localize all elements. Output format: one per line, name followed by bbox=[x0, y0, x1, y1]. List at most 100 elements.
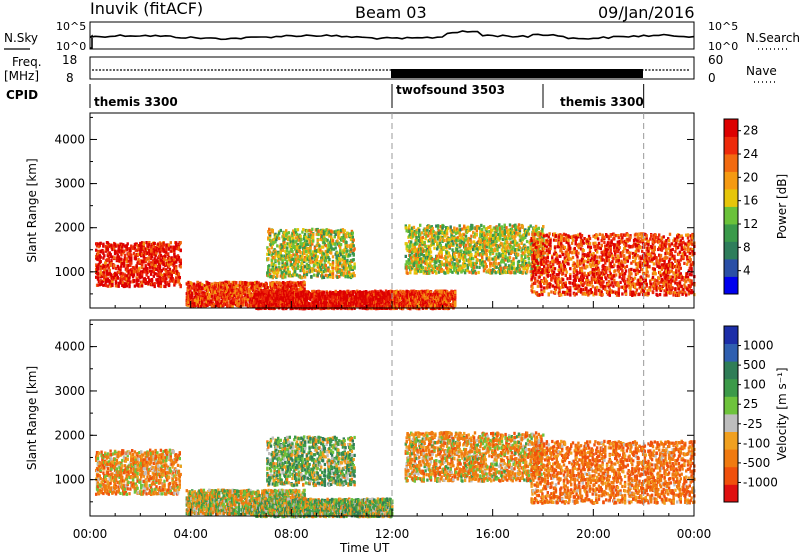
data-cell bbox=[353, 247, 355, 250]
data-cell bbox=[284, 275, 286, 278]
data-cell bbox=[102, 245, 104, 248]
freq-panel: Freq. [MHz] 18 8 60 0 Nave bbox=[4, 53, 778, 85]
data-cell bbox=[154, 285, 156, 288]
data-cell bbox=[281, 254, 283, 257]
cpid-segment-label: themis 3300 bbox=[94, 95, 178, 109]
data-cell bbox=[123, 265, 125, 268]
data-cell bbox=[108, 258, 110, 261]
data-cell bbox=[201, 283, 203, 286]
data-cell bbox=[271, 246, 273, 249]
data-cell bbox=[353, 244, 355, 247]
data-cell bbox=[309, 249, 311, 252]
data-cell bbox=[312, 239, 314, 242]
data-cell bbox=[345, 241, 347, 244]
nsearch-label: N.Search bbox=[746, 31, 800, 45]
data-cell bbox=[106, 269, 108, 272]
data-cell bbox=[310, 275, 312, 278]
data-cell bbox=[100, 242, 102, 245]
data-cell bbox=[154, 254, 156, 257]
scatter-region bbox=[95, 241, 182, 288]
data-cell bbox=[180, 265, 182, 268]
data-cell bbox=[344, 257, 346, 260]
data-cell bbox=[303, 270, 305, 273]
data-cell bbox=[281, 249, 283, 252]
data-cell bbox=[294, 270, 296, 273]
data-cell bbox=[170, 241, 172, 244]
data-cell bbox=[332, 261, 334, 264]
data-cell bbox=[297, 263, 299, 266]
data-cell bbox=[289, 271, 291, 274]
data-cell bbox=[280, 229, 282, 232]
data-cell bbox=[340, 243, 342, 246]
data-cell bbox=[313, 274, 315, 277]
data-cell bbox=[303, 281, 305, 284]
data-cell bbox=[332, 255, 334, 258]
data-cell bbox=[274, 259, 276, 262]
data-cell bbox=[97, 268, 99, 271]
data-cell bbox=[123, 262, 125, 265]
data-cell bbox=[311, 228, 313, 231]
data-cell bbox=[344, 229, 346, 232]
data-cell bbox=[352, 236, 354, 239]
data-cell bbox=[124, 254, 126, 257]
data-cell bbox=[180, 241, 182, 244]
nsky-label: N.Sky bbox=[4, 31, 38, 45]
data-cell bbox=[110, 259, 112, 262]
data-cell bbox=[349, 254, 351, 257]
data-cell bbox=[109, 269, 111, 272]
data-cell bbox=[339, 249, 341, 252]
noise-sky-trace bbox=[90, 31, 694, 48]
data-cell bbox=[269, 251, 271, 254]
data-cell bbox=[100, 260, 102, 263]
data-cell bbox=[332, 272, 334, 275]
data-cell bbox=[348, 271, 350, 274]
data-cell bbox=[130, 258, 132, 261]
freq-unit: [MHz] bbox=[4, 69, 39, 83]
data-cell bbox=[266, 283, 268, 286]
data-cell bbox=[291, 250, 293, 253]
data-cell bbox=[299, 251, 301, 254]
data-cell bbox=[295, 290, 297, 293]
data-cell bbox=[160, 285, 162, 288]
data-cell bbox=[306, 273, 308, 276]
data-cell bbox=[137, 279, 139, 282]
data-cell bbox=[278, 262, 280, 265]
data-cell bbox=[138, 267, 140, 270]
nave-tick-low: 0 bbox=[708, 71, 716, 85]
data-cell bbox=[353, 267, 355, 270]
data-cell bbox=[272, 230, 274, 233]
station-title: Inuvik (fitACF) bbox=[90, 0, 203, 18]
data-cell bbox=[180, 259, 182, 262]
data-cell bbox=[226, 304, 228, 307]
freq-label: Freq. bbox=[12, 55, 42, 69]
data-cell bbox=[323, 291, 325, 294]
data-cell bbox=[297, 267, 299, 270]
data-cell bbox=[300, 238, 302, 241]
data-cell bbox=[278, 237, 280, 240]
freq-tick-low: 8 bbox=[66, 71, 74, 85]
data-cell bbox=[180, 284, 182, 287]
data-cell bbox=[267, 258, 269, 261]
data-cell bbox=[346, 245, 348, 248]
data-cell bbox=[328, 258, 330, 261]
data-cell bbox=[178, 273, 180, 276]
data-cell bbox=[235, 281, 237, 284]
data-cell bbox=[285, 229, 287, 232]
data-cell bbox=[268, 228, 270, 231]
data-cell bbox=[326, 239, 328, 242]
beam-title: Beam 03 bbox=[355, 3, 427, 22]
nave-tick-high: 60 bbox=[708, 53, 723, 67]
data-cell bbox=[304, 233, 306, 236]
noise-tick-high-right: 10^5 bbox=[708, 20, 738, 33]
data-cell bbox=[128, 276, 130, 279]
data-cell bbox=[325, 264, 327, 267]
data-cell bbox=[286, 263, 288, 266]
data-cell bbox=[242, 304, 244, 307]
data-cell bbox=[244, 293, 246, 296]
data-cell bbox=[100, 271, 102, 274]
data-cell bbox=[118, 285, 120, 288]
data-cell bbox=[165, 248, 167, 251]
data-cell bbox=[151, 280, 153, 283]
data-cell bbox=[193, 283, 195, 286]
